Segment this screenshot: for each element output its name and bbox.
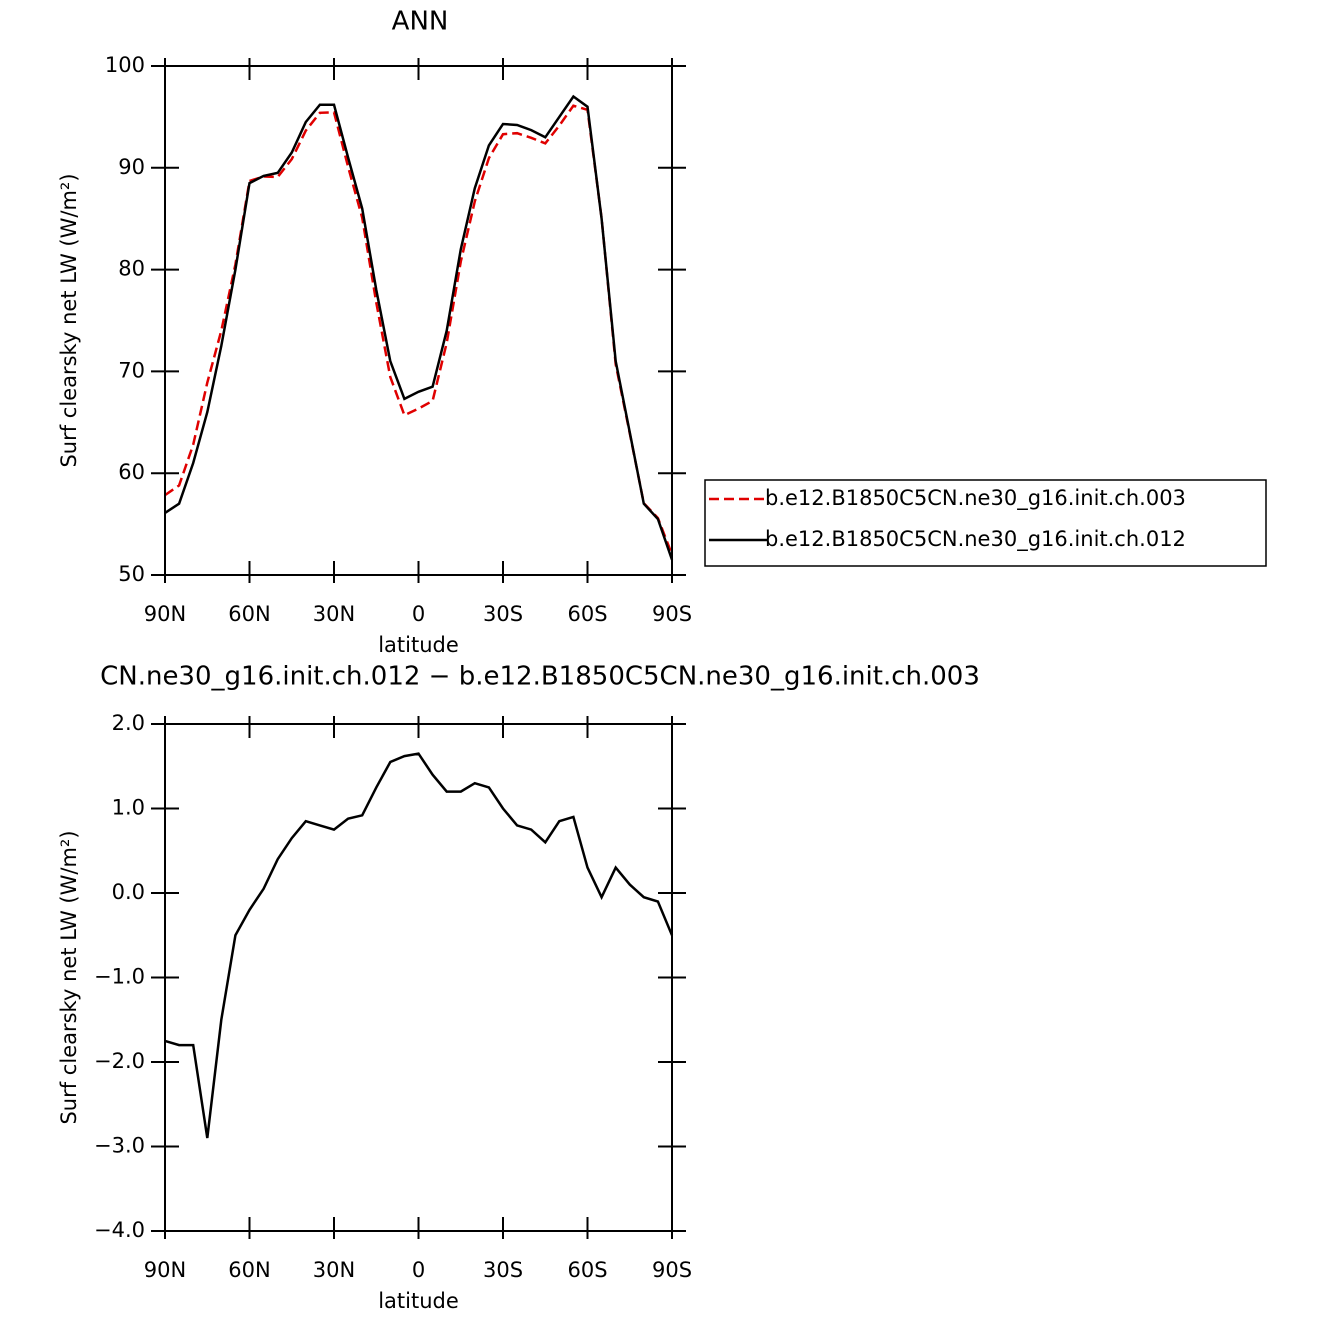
y-tick-label: 80 <box>118 257 145 281</box>
plot-frame <box>164 65 673 576</box>
y-tick-label: 60 <box>118 460 145 484</box>
y-tick-label: −2.0 <box>94 1049 145 1073</box>
y-tick-label: 90 <box>118 155 145 179</box>
x-tick-label: 0 <box>412 1258 425 1282</box>
chart-title: ANN <box>392 7 449 37</box>
y-tick-label: 100 <box>105 53 145 77</box>
x-axis-label: latitude <box>378 1289 459 1313</box>
x-tick-label: 60S <box>567 602 607 626</box>
y-tick-label: 50 <box>118 562 145 586</box>
x-tick-label: 30S <box>483 602 523 626</box>
x-tick-label: 90S <box>652 1258 692 1282</box>
x-tick-label: 60S <box>567 1258 607 1282</box>
x-tick-label: 30S <box>483 1258 523 1282</box>
legend-label: b.e12.B1850C5CN.ne30_g16.init.ch.012 <box>765 527 1186 552</box>
data-line <box>164 94 674 561</box>
x-tick-label: 90N <box>144 1258 186 1282</box>
legend-label: b.e12.B1850C5CN.ne30_g16.init.ch.003 <box>765 486 1186 511</box>
y-tick-label: 70 <box>118 358 145 382</box>
x-tick-label: 60N <box>228 602 270 626</box>
legend-box <box>704 479 1267 567</box>
x-tick-label: 30N <box>313 602 355 626</box>
y-axis-label: Surf clearsky net LW (W/m²) <box>57 173 81 467</box>
data-line <box>164 752 674 1139</box>
y-tick-label: 2.0 <box>112 711 145 735</box>
y-tick-label: −4.0 <box>94 1218 145 1242</box>
x-tick-label: 90S <box>652 602 692 626</box>
y-tick-label: 0.0 <box>112 880 145 904</box>
y-tick-label: −1.0 <box>94 965 145 989</box>
x-tick-label: 0 <box>412 602 425 626</box>
plot-frame <box>164 723 673 1232</box>
x-tick-label: 90N <box>144 602 186 626</box>
x-tick-label: 60N <box>228 1258 270 1282</box>
y-axis-label: Surf clearsky net LW (W/m²) <box>57 830 81 1124</box>
x-axis-label: latitude <box>378 633 459 657</box>
chart-title: CN.ne30_g16.init.ch.012 − b.e12.B1850C5C… <box>100 662 980 692</box>
y-tick-label: 1.0 <box>112 796 145 820</box>
y-tick-label: −3.0 <box>94 1134 145 1158</box>
x-tick-label: 30N <box>313 1258 355 1282</box>
